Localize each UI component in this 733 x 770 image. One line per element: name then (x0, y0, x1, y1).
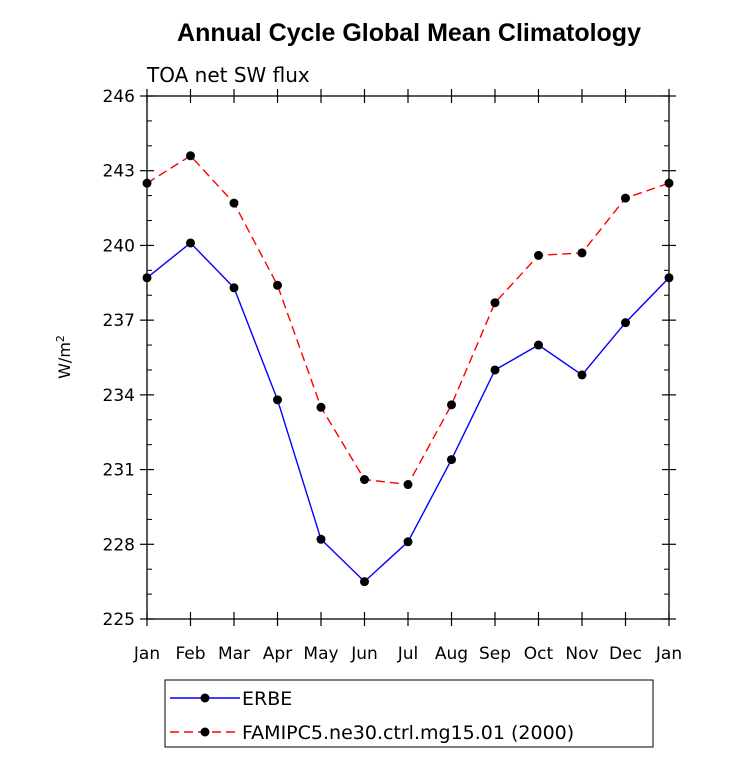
data-point (621, 193, 630, 203)
x-tick-label: Nov (565, 644, 598, 664)
series-line (146, 241, 670, 583)
data-point (534, 340, 543, 350)
chart-title: Annual Cycle Global Mean Climatology (177, 19, 641, 47)
y-tick-label: 228 (103, 535, 135, 555)
legend: ERBE FAMIPC5.ne30.ctrl.mg15.01 (2000) (164, 679, 654, 748)
data-point (447, 455, 456, 465)
data-point (229, 283, 239, 293)
data-point (186, 238, 195, 248)
y-tick-label: 231 (103, 461, 135, 481)
axis-ticks: 225 228 231 234 237 240 243 246 Jan Feb Mar Apr May J… (103, 87, 683, 664)
x-tick-label: Jan (133, 644, 160, 664)
x-tick-label: Aug (435, 644, 468, 664)
y-tick-label: 237 (103, 311, 135, 331)
x-tick-label: May (303, 644, 338, 664)
legend-label: ERBE (242, 688, 292, 710)
y-tick-label: 240 (103, 236, 135, 256)
y-tick-label: 243 (103, 162, 135, 182)
data-point (316, 402, 326, 412)
data-point (621, 318, 630, 328)
data-point (142, 273, 152, 283)
data-point (490, 298, 500, 308)
data-point (664, 178, 674, 188)
data-point (577, 248, 587, 258)
x-tick-label: Jun (350, 644, 378, 664)
x-tick-label: Mar (218, 644, 250, 664)
series-layer (142, 151, 674, 587)
chart-subtitle: TOA net SW flux (146, 63, 310, 87)
data-point (186, 151, 195, 161)
svg-text:W/m2: W/m2 (54, 335, 74, 379)
data-point (360, 475, 369, 485)
x-tick-label: Jul (397, 644, 419, 664)
data-point (273, 395, 282, 405)
y-tick-label: 234 (103, 386, 135, 406)
series-2 (142, 151, 674, 490)
data-point (577, 370, 587, 380)
data-point (273, 280, 282, 290)
series-line (146, 154, 670, 486)
data-point (534, 250, 543, 260)
data-point (316, 534, 326, 544)
x-tick-label: Dec (609, 644, 642, 664)
data-point (664, 273, 674, 283)
x-tick-label: Jan (655, 644, 682, 664)
y-tick-label: 225 (103, 610, 135, 630)
legend-item: FAMIPC5.ne30.ctrl.mg15.01 (2000) (170, 722, 574, 744)
legend-item: ERBE (170, 688, 292, 710)
x-tick-label: Oct (524, 644, 554, 664)
legend-marker (200, 693, 210, 703)
data-point (447, 400, 456, 410)
y-axis-label-superscript: 2 (54, 335, 67, 342)
data-point (403, 480, 413, 490)
data-point (229, 198, 239, 208)
legend-marker (200, 727, 210, 737)
y-axis-label-text: W/m (55, 342, 74, 379)
x-tick-label: Feb (175, 644, 205, 664)
legend-box (164, 679, 654, 748)
series-1 (142, 238, 674, 587)
data-point (360, 577, 369, 587)
data-point (403, 537, 413, 547)
legend-label: FAMIPC5.ne30.ctrl.mg15.01 (2000) (242, 722, 574, 744)
data-point (490, 365, 500, 375)
y-tick-label: 246 (103, 87, 135, 107)
x-tick-label: Apr (263, 644, 292, 664)
x-tick-label: Sep (479, 644, 511, 664)
y-axis-label: W/m2 (54, 335, 74, 379)
data-point (142, 178, 152, 188)
